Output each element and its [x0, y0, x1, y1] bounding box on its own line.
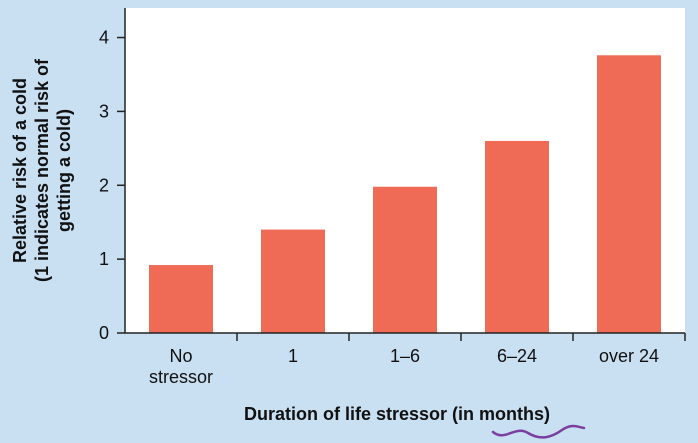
bar-3: [485, 140, 549, 333]
x-tick-label: 6–24: [497, 346, 537, 366]
y-tick-label: 2: [99, 175, 109, 195]
handwritten-underline-mark: [491, 424, 586, 439]
bar-4: [597, 55, 661, 333]
x-axis-title: Duration of life stressor (in months): [244, 404, 550, 424]
bar-1: [261, 229, 325, 333]
y-tick-label: 4: [99, 28, 109, 48]
x-axis-tick-labels: No stressor 1 1–6 6–24 over 24: [149, 333, 686, 387]
y-axis-ticks: 0 1 2 3 4: [99, 28, 125, 343]
bar-2: [373, 186, 437, 333]
bars-group: [149, 55, 661, 333]
x-tick-label: No stressor: [149, 346, 213, 387]
x-tick-label: 1: [288, 346, 298, 366]
x-tick-label: over 24: [599, 346, 659, 366]
y-tick-label: 1: [99, 249, 109, 269]
y-tick-label: 0: [99, 323, 109, 343]
x-tick-label: 1–6: [390, 346, 420, 366]
y-tick-label: 3: [99, 101, 109, 121]
bar-0: [149, 265, 213, 333]
y-axis-title: Relative risk of a cold (1 indicates norm…: [10, 58, 74, 282]
